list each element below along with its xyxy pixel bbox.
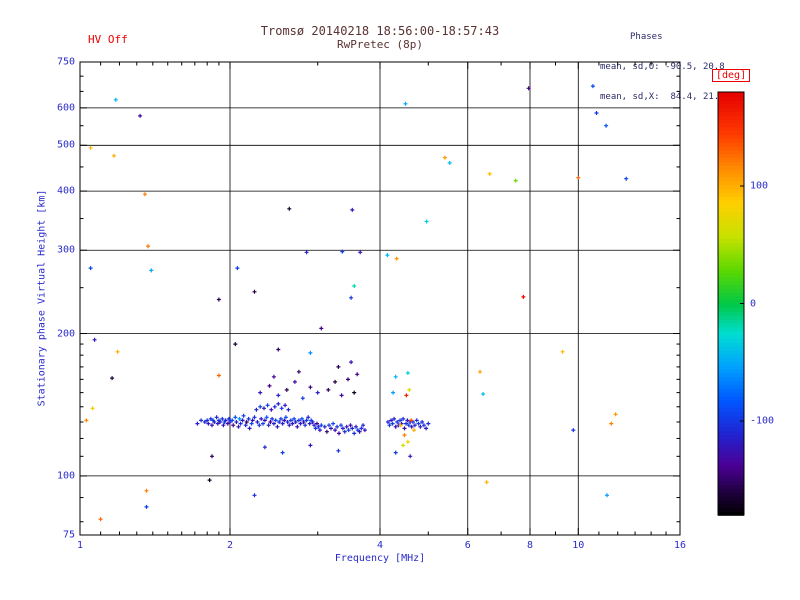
y-tick-label-200: 200 [56, 328, 75, 340]
x-axis-title: Frequency [MHz] [334, 553, 426, 564]
y-tick-label-400: 400 [56, 185, 75, 197]
y-tick-label-75: 75 [62, 529, 75, 541]
gridlines [80, 62, 680, 535]
x-tick-label-8: 8 [526, 540, 534, 551]
x-tick-label-2: 2 [226, 540, 234, 551]
colorbar [717, 91, 745, 516]
y-tick-label-750: 750 [56, 56, 75, 68]
x-tick-label-4: 4 [376, 540, 384, 551]
x-tick-label-10: 10 [572, 540, 585, 551]
phases-summary: Phases mean, sd,O: -90.5, 20.8 mean, sd,… [600, 12, 725, 122]
colorbar-tick-label-0: 0 [750, 298, 757, 309]
plot-subtitle: RwPretec (8p) [336, 38, 424, 51]
y-tick-label-500: 500 [56, 139, 75, 151]
scatter-points [84, 84, 629, 522]
y-tick-label-100: 100 [56, 470, 75, 482]
colorbar-tick-label-100: 100 [750, 180, 769, 192]
plot-title: Tromsø 20140218 18:56:00-18:57:43 [260, 24, 500, 38]
phases-mean-o: mean, sd,O: -90.5, 20.8 [600, 62, 725, 72]
x-tick-label-16: 16 [673, 540, 687, 551]
phases-mean-x: mean, sd,X: 84.4, 21.7 [600, 92, 725, 102]
hv-status-label: HV Off [88, 33, 128, 46]
axis-ticks [79, 61, 681, 536]
x-tick-label-6: 6 [464, 540, 471, 551]
y-tick-label-600: 600 [56, 102, 75, 114]
colorbar-tick-label--100: -100 [750, 415, 775, 427]
y-tick-label-300: 300 [56, 244, 75, 256]
phases-header: Phases [630, 32, 663, 42]
x-tick-label-1: 1 [76, 540, 84, 551]
colorbar-unit-label: [deg] [712, 69, 751, 82]
